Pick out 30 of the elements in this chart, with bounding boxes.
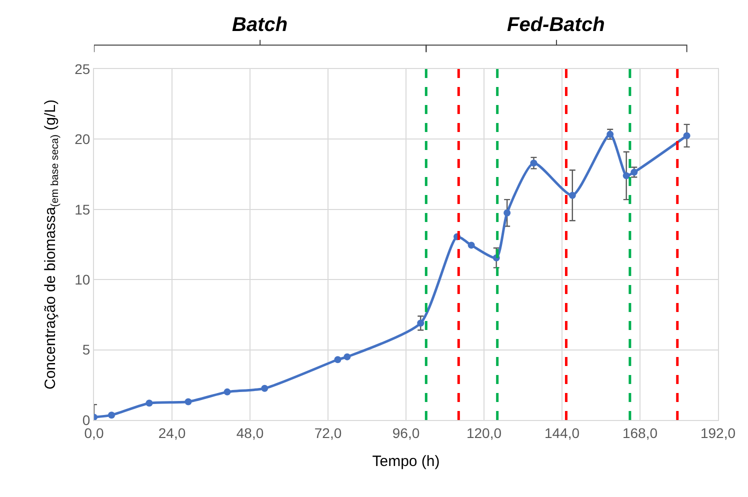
- x-tick-label: 168,0: [622, 424, 658, 441]
- y-tick-label: 25: [74, 60, 90, 77]
- point: [108, 412, 116, 419]
- point: [417, 320, 424, 327]
- point: [224, 388, 231, 396]
- point: [334, 356, 342, 364]
- x-tick-label: 96,0: [392, 424, 420, 441]
- point: [683, 132, 690, 140]
- x-tick-label: 48,0: [236, 424, 264, 441]
- point: [568, 192, 576, 199]
- y-tick-label: 15: [74, 201, 90, 218]
- point: [504, 209, 511, 216]
- point: [261, 384, 268, 392]
- y-tick-label: 10: [74, 272, 90, 288]
- x-tick-label: 24,0: [158, 424, 186, 441]
- x-tick-label: 192,0: [700, 424, 736, 441]
- x-axis-title: Tempo (h): [372, 452, 440, 470]
- text: Fed-Batch: [507, 14, 605, 36]
- point: [468, 242, 475, 249]
- y-tick-label: 5: [82, 342, 90, 358]
- x-tick-label: 144,0: [544, 424, 580, 441]
- point: [146, 400, 153, 407]
- point: [344, 353, 351, 360]
- x-tick-label: 120,0: [466, 424, 502, 441]
- point: [622, 172, 630, 180]
- point: [530, 160, 538, 167]
- text: Batch: [232, 14, 288, 36]
- x-tick-label: 72,0: [314, 424, 342, 441]
- point: [184, 398, 192, 406]
- y-tick-label: 20: [74, 131, 90, 148]
